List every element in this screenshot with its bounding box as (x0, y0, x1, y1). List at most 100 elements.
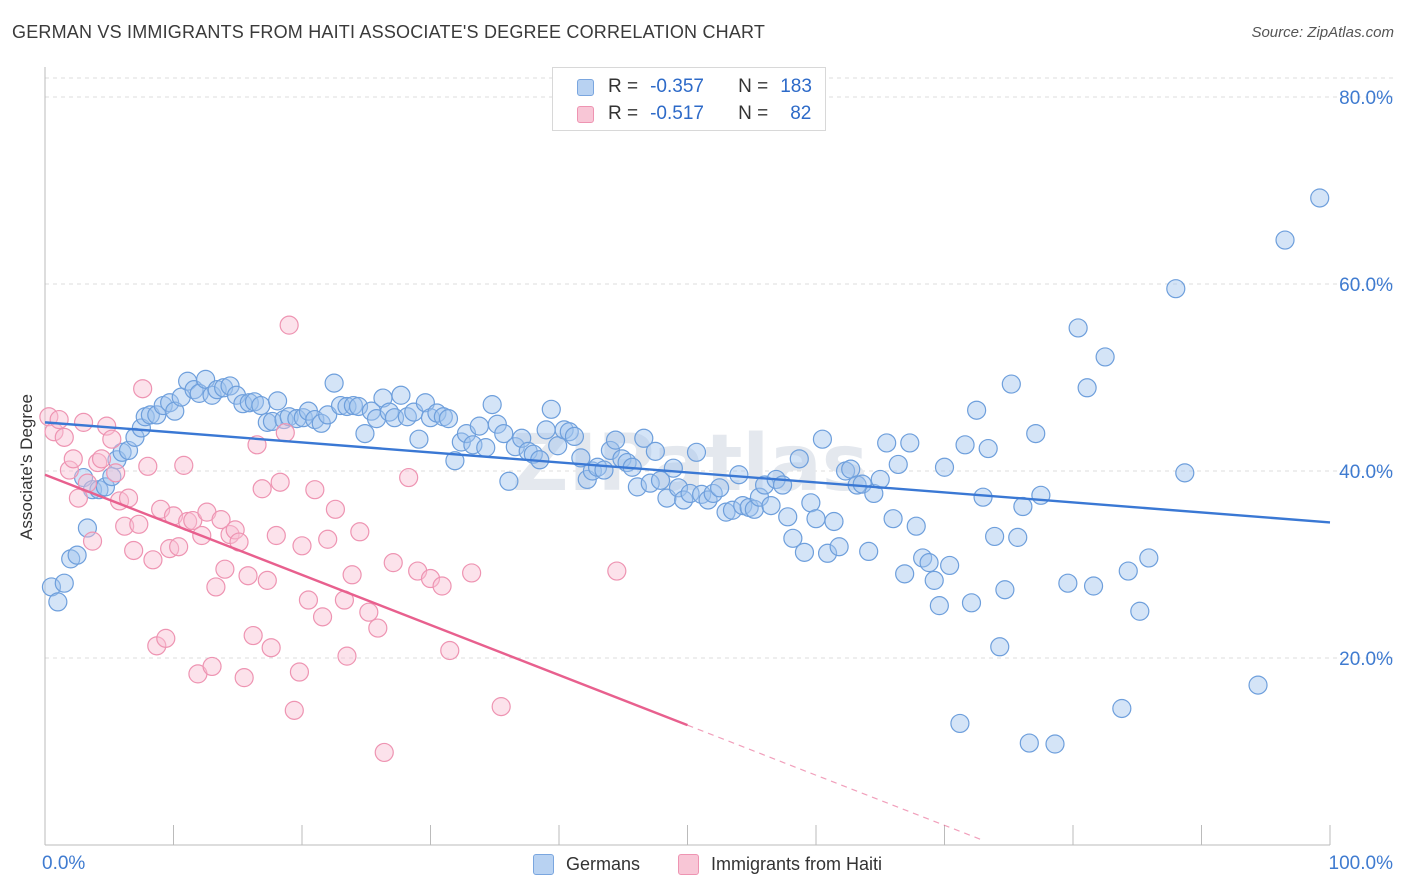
point-haiti (275, 423, 295, 443)
point-germans (48, 592, 68, 612)
point-germans (1310, 188, 1330, 208)
point-germans (220, 376, 240, 396)
point-germans (438, 409, 459, 429)
point-germans (487, 414, 507, 434)
point-haiti (491, 697, 511, 717)
trend-germans (44, 421, 1331, 524)
point-germans (978, 438, 998, 459)
point-haiti (325, 499, 346, 519)
point-haiti (305, 480, 325, 500)
point-germans (494, 424, 514, 444)
point-germans (859, 541, 879, 562)
point-haiti (337, 646, 357, 666)
point-germans (1031, 485, 1051, 505)
point-haiti (257, 570, 277, 590)
point-haiti (174, 455, 194, 475)
y-tick-label: 80.0% (1339, 88, 1393, 109)
point-germans (165, 401, 185, 421)
point-germans (1008, 527, 1028, 547)
point-germans (324, 373, 344, 393)
chart-title: GERMAN VS IMMIGRANTS FROM HAITI ASSOCIAT… (12, 22, 766, 42)
point-germans (634, 428, 654, 448)
point-germans (990, 637, 1010, 657)
point-germans (934, 457, 955, 477)
point-germans (355, 424, 375, 444)
y-tick-label: 60.0% (1339, 275, 1393, 296)
point-haiti (202, 656, 222, 677)
point-germans (778, 507, 798, 527)
point-germans (967, 400, 987, 420)
point-germans (499, 471, 519, 491)
legend-r-value: -0.357 (650, 76, 704, 97)
point-germans (817, 543, 838, 563)
x-tick-label: 100.0% (1329, 853, 1394, 874)
point-haiti (129, 514, 149, 534)
point-haiti (115, 516, 135, 536)
point-haiti (68, 488, 89, 508)
point-germans (663, 458, 683, 478)
point-haiti (289, 662, 310, 682)
point-germans (722, 500, 743, 520)
point-haiti (143, 550, 163, 570)
point-germans (67, 545, 87, 565)
point-haiti (298, 590, 319, 610)
trend-haiti-extension (687, 724, 984, 841)
point-haiti (88, 452, 108, 473)
legend-r-value: -0.517 (650, 103, 704, 124)
point-germans (794, 542, 815, 562)
point-germans (924, 570, 944, 590)
point-haiti (261, 638, 281, 658)
point-germans (379, 402, 399, 422)
point-haiti (102, 429, 122, 449)
point-germans (1068, 318, 1088, 338)
point-haiti (399, 467, 419, 488)
point-haiti (252, 479, 272, 499)
point-haiti (169, 537, 189, 557)
data-points (39, 188, 1330, 763)
point-germans (888, 454, 908, 475)
legend-n-value: 183 (780, 76, 812, 97)
point-haiti (374, 742, 394, 763)
point-haiti (383, 553, 403, 573)
point-germans (668, 478, 689, 498)
point-germans (1139, 548, 1159, 568)
point-germans (409, 429, 429, 449)
point-germans (864, 483, 884, 504)
source-label: Source: ZipAtlas.com (1251, 24, 1394, 41)
legend-r-label: R = (608, 103, 639, 124)
point-germans (279, 407, 299, 427)
point-germans (267, 391, 288, 411)
point-germans (883, 509, 903, 529)
point-germans (710, 478, 730, 498)
point-haiti (133, 379, 153, 399)
point-germans (895, 564, 915, 584)
point-germans (906, 516, 926, 536)
legend-r-label: R = (608, 76, 639, 97)
point-germans (140, 405, 160, 425)
point-haiti (462, 563, 482, 583)
point-haiti (420, 568, 441, 589)
point-germans (1045, 734, 1065, 754)
point-germans (536, 420, 556, 440)
point-germans (318, 405, 338, 425)
point-germans (594, 460, 614, 480)
point-germans (783, 528, 803, 548)
point-germans (995, 580, 1015, 600)
legend-n-value: 82 (790, 103, 812, 124)
point-germans (789, 449, 809, 469)
point-haiti (59, 460, 80, 480)
point-germans (919, 553, 939, 573)
point-haiti (318, 529, 338, 549)
y-tick-label: 20.0% (1339, 649, 1393, 670)
point-germans (337, 396, 357, 417)
point-haiti (312, 607, 333, 627)
point-germans (829, 537, 849, 557)
point-germans (476, 438, 496, 458)
legend-swatch-haiti (577, 105, 594, 123)
point-germans (564, 426, 585, 447)
y-tick-label: 40.0% (1339, 462, 1393, 483)
point-germans (605, 430, 626, 450)
point-germans (1275, 230, 1295, 250)
point-germans (950, 713, 970, 734)
